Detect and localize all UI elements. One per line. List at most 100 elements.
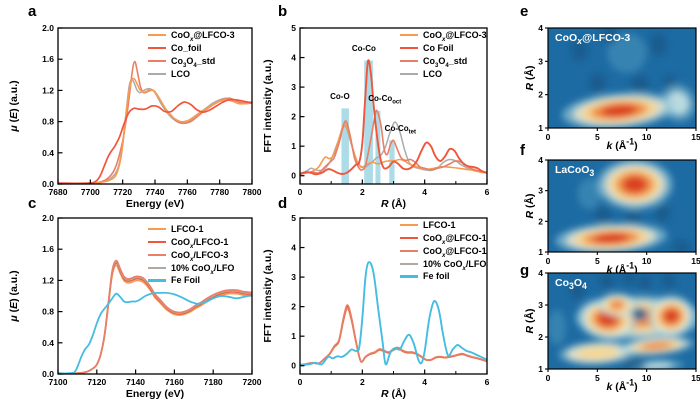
peak-annotation: Co-Co <box>351 44 376 53</box>
panel-b: 0 2 4 6 0 1 2 3 4 5 CoOx@LFCO-3 Co Foil Co3O4_std LCO… <box>242 0 503 226</box>
x-tick-label: 10 <box>642 256 652 266</box>
y-tick-label: 2 <box>291 302 296 312</box>
heatmap-blob-layer <box>672 239 691 252</box>
panel-letter-d: d <box>278 195 288 212</box>
x-tick-label: 5 <box>595 132 600 142</box>
y-tick-label: 0 <box>291 171 296 181</box>
heatmap-blobs <box>555 160 691 252</box>
x-axis-title: k (Å-1) <box>606 377 638 393</box>
heatmap-blob-layer <box>629 74 650 95</box>
x-axis-title: Energy (eV) <box>125 198 185 210</box>
x-axis-title: R (Å) <box>380 388 407 400</box>
legend-label: LCO <box>171 68 190 79</box>
legend-label: LFCO-1 <box>423 220 456 230</box>
y-tick-label: 0.0 <box>42 369 54 379</box>
y-tick-label: 1.2 <box>42 275 54 285</box>
y-tick-label: 0.8 <box>42 117 54 127</box>
legend-swatch <box>148 253 166 257</box>
legend-a: CoOx@LFCO-3 Co_foil Co3O4_std LCO <box>148 30 235 79</box>
legend-label: Co Foil <box>423 42 454 53</box>
y-tick-label: 4 <box>538 155 543 165</box>
panel-c: 7100 7120 7140 7160 7180 7200 0.0 0.4 0.8 1.2 1.6 2… <box>0 190 268 416</box>
y-tick-label: 2 <box>538 332 543 342</box>
legend-swatch <box>148 240 166 244</box>
y-tick-label: 4 <box>291 53 296 63</box>
y-tick-label: 3 <box>538 186 543 196</box>
x-tick-label: 6 <box>485 187 490 197</box>
heatmap-blob-layer <box>548 309 566 345</box>
legend-swatch <box>400 223 418 227</box>
series-Fe Foil <box>58 291 252 374</box>
heatmap-blob-layer <box>576 346 619 360</box>
x-tick-label: 7780 <box>210 187 229 197</box>
panel-d: 0 2 4 6 0 1 2 3 4 5 LFCO-1 CoOx@LFCO-1 CoOx@LFCO-1 10… <box>242 190 503 416</box>
legend-label: Fe foil <box>423 271 450 282</box>
series-Fe foil <box>300 261 487 367</box>
panel-g: 0 5 10 15 1 2 3 4 Co3O4 g k (Å-1) R (Å) <box>514 245 700 411</box>
legend-swatch <box>400 72 418 75</box>
legend-label: CoOx@LFCO-1 <box>423 232 487 246</box>
heatmap-blob-layer <box>654 205 671 223</box>
x-tick-label: 4 <box>422 187 427 197</box>
y-tick-label: 1 <box>538 364 543 374</box>
x-tick-label: 7140 <box>126 377 145 387</box>
chart-canvas-a: 7680 7700 7720 7740 7760 7780 7800 0.0 0.4 0.8 1.2… <box>42 23 262 197</box>
legend-item: CoOx@LFCO-3 <box>400 30 487 43</box>
legend-item: Fe foil <box>400 271 487 281</box>
x-tick-label: 15 <box>691 256 700 266</box>
panel-letter-g: g <box>520 262 530 279</box>
heatmap-blob-layer <box>622 176 647 193</box>
heatmap-blob-layer <box>593 233 629 244</box>
y-tick-label: 2 <box>291 112 296 122</box>
x-tick-label: 2 <box>360 377 365 387</box>
x-tick-label: 7740 <box>146 187 165 197</box>
heatmap-blob-layer <box>599 273 616 289</box>
panel-e: 0 5 10 15 1 2 3 4 CoOx@LFCO-3 e k (Å-1) R (Å) <box>514 0 700 170</box>
heatmap-blob-layer <box>600 104 638 117</box>
legend-label: 10% CoOx/LFO <box>171 262 235 276</box>
chart-canvas-f: 0 5 10 15 1 2 3 4 <box>538 155 700 266</box>
chart-canvas-b: 0 2 4 6 0 1 2 3 4 5 <box>291 23 490 197</box>
series-Co3O4_std <box>58 60 252 184</box>
x-tick-label: 7680 <box>49 187 68 197</box>
y-tick-label: 1.6 <box>42 244 54 254</box>
legend-swatch <box>400 275 418 278</box>
y-tick-label: 1.6 <box>42 54 54 64</box>
heatmap-blob-layer <box>609 300 625 310</box>
series-CoOx@LFCO-3 <box>58 77 252 184</box>
panel-letter-e: e <box>520 3 529 20</box>
heatmap-blob-layer <box>622 357 647 369</box>
legend-swatch <box>148 279 166 282</box>
legend-item: CoOx/LFCO-3 <box>148 250 234 262</box>
y-tick-label: 3 <box>538 56 543 66</box>
y-tick-label: 2 <box>538 216 543 226</box>
legend-item: CoOx@LFCO-3 <box>148 30 235 43</box>
y-tick-label: 3 <box>538 300 543 310</box>
legend-label: CoOx@LFCO-1 <box>423 245 487 259</box>
y-axis-title: FFT intensity (a.u.) <box>261 59 274 153</box>
legend-label: Co3O4_std <box>423 55 468 69</box>
series-CoOx@LFCO-3 <box>300 122 487 176</box>
x-tick-label: 15 <box>691 132 700 142</box>
y-tick-label: 2.0 <box>42 213 54 223</box>
legend-label: LFCO-1 <box>171 224 204 234</box>
legend-label: CoOx@LFCO-3 <box>171 30 235 43</box>
x-tick-label: 0 <box>546 373 551 383</box>
y-tick-label: 1 <box>291 331 296 341</box>
heatmap-blob-layer <box>594 206 613 224</box>
legend-item: Co3O4_std <box>148 56 235 68</box>
legend-swatch <box>148 46 166 50</box>
plot-frame <box>547 272 697 370</box>
x-tick-label: 2 <box>360 187 365 197</box>
legend-item: Co3O4_std <box>400 55 487 69</box>
y-axis-title: R (Å) <box>523 308 536 334</box>
heatmap-blob-layer <box>641 342 672 350</box>
heatmap-blob-layer <box>570 38 589 62</box>
legend-item: Co Foil <box>400 43 487 53</box>
legend-swatch <box>400 46 418 50</box>
y-axis-title: μ (E) (a.u.) <box>7 80 20 132</box>
legend-item: CoOx@LFCO-1 <box>400 232 487 246</box>
legend-c: LFCO-1 CoOx/LFCO-1 CoOx/LFCO-3 10% CoOx/LFO… <box>148 224 234 286</box>
legend-label: CoOx/LFCO-1 <box>171 236 229 250</box>
x-tick-label: 7720 <box>113 187 132 197</box>
